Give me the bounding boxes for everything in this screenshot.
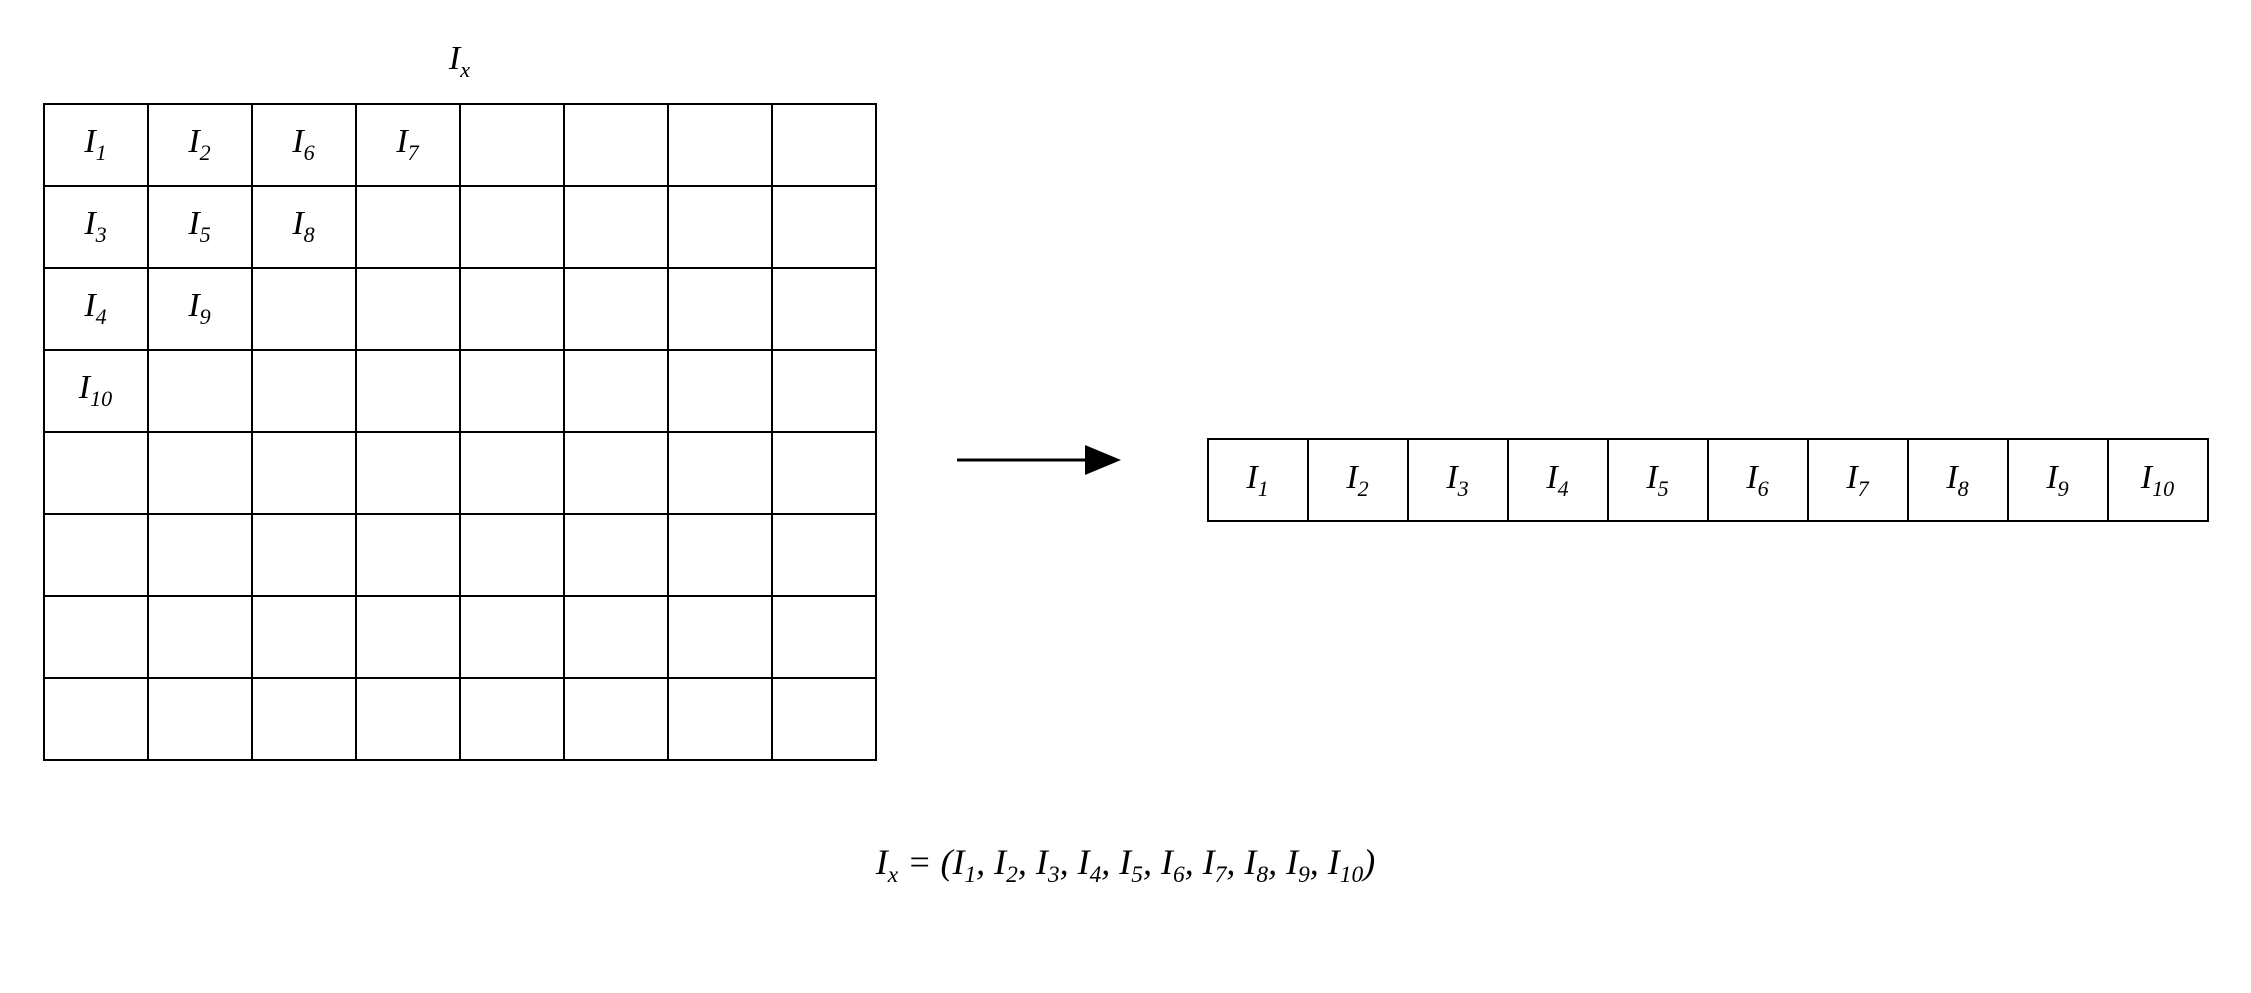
vector-cell: I5 — [1608, 439, 1708, 521]
grid-cell — [252, 514, 356, 596]
vector-cell: I6 — [1708, 439, 1808, 521]
grid-cell — [356, 186, 460, 268]
grid-cell — [460, 350, 564, 432]
grid-cell — [460, 514, 564, 596]
grid-cell — [772, 104, 876, 186]
grid-cell — [668, 514, 772, 596]
grid-cell — [564, 596, 668, 678]
equation: Ix = (I1, I2, I3, I4, I5, I6, I7, I8, I9… — [876, 841, 1375, 889]
grid-cell — [252, 432, 356, 514]
grid-cell — [772, 350, 876, 432]
grid-cell — [356, 678, 460, 760]
grid-cell — [564, 432, 668, 514]
grid-cell — [148, 678, 252, 760]
grid-cell — [44, 514, 148, 596]
grid-cell — [668, 596, 772, 678]
grid-cell: I2 — [148, 104, 252, 186]
grid-cell: I10 — [44, 350, 148, 432]
grid-cell — [252, 268, 356, 350]
grid-cell — [252, 678, 356, 760]
grid-cell — [772, 268, 876, 350]
grid-cell — [460, 186, 564, 268]
grid-cell — [460, 596, 564, 678]
grid-cell: I6 — [252, 104, 356, 186]
grid-cell — [460, 268, 564, 350]
grid-cell: I3 — [44, 186, 148, 268]
grid-cell: I8 — [252, 186, 356, 268]
vector-cell: I4 — [1508, 439, 1608, 521]
grid-cell: I4 — [44, 268, 148, 350]
grid-cell — [668, 678, 772, 760]
grid-cell — [668, 432, 772, 514]
grid-cell — [772, 678, 876, 760]
grid-cell: I1 — [44, 104, 148, 186]
grid-cell — [772, 596, 876, 678]
grid-cell — [460, 432, 564, 514]
grid-cell: I5 — [148, 186, 252, 268]
grid-cell — [148, 514, 252, 596]
vector-cell: I3 — [1408, 439, 1508, 521]
vector-cell: I2 — [1308, 439, 1408, 521]
vector-cell: I8 — [1908, 439, 2008, 521]
grid-title-sub: x — [460, 57, 470, 82]
vector-row: I1I2I3I4I5I6I7I8I9I10 — [1207, 438, 2209, 522]
grid-cell — [356, 596, 460, 678]
grid-cell — [148, 596, 252, 678]
grid-cell — [148, 350, 252, 432]
grid-cell — [668, 268, 772, 350]
grid-cell — [772, 432, 876, 514]
zigzag-diagram: Ix I1I2I6I7I3I5I8I4I9I10 I1I2I3I4I5I6I7I… — [40, 40, 2211, 761]
grid-cell — [148, 432, 252, 514]
grid-cell — [668, 350, 772, 432]
grid-cell — [460, 104, 564, 186]
grid-cell — [668, 104, 772, 186]
arrow — [957, 445, 1127, 475]
grid-cell: I7 — [356, 104, 460, 186]
vector-cell: I7 — [1808, 439, 1908, 521]
grid-cell — [44, 432, 148, 514]
grid-cell — [564, 514, 668, 596]
vector-cell: I9 — [2008, 439, 2108, 521]
grid-cell — [252, 350, 356, 432]
grid-cell — [564, 678, 668, 760]
grid-cell — [564, 104, 668, 186]
grid-title: Ix — [449, 40, 470, 83]
grid-cell — [772, 186, 876, 268]
grid-cell — [564, 186, 668, 268]
grid-cell — [564, 350, 668, 432]
grid-cell — [564, 268, 668, 350]
grid-cell — [356, 432, 460, 514]
grid-cell: I9 — [148, 268, 252, 350]
grid-title-letter: I — [449, 40, 460, 77]
grid-cell — [44, 596, 148, 678]
vector-cell: I10 — [2108, 439, 2208, 521]
grid-cell — [356, 268, 460, 350]
grid-column: Ix I1I2I6I7 I3I5I8 I4I9I10 — [43, 40, 877, 761]
grid-cell — [668, 186, 772, 268]
grid-cell — [356, 514, 460, 596]
grid-cell — [252, 596, 356, 678]
grid-cell — [44, 678, 148, 760]
vector-cell: I1 — [1208, 439, 1308, 521]
grid-8x8: I1I2I6I7 I3I5I8 I4I9I10 — [43, 103, 877, 761]
grid-cell — [460, 678, 564, 760]
grid-cell — [356, 350, 460, 432]
grid-cell — [772, 514, 876, 596]
